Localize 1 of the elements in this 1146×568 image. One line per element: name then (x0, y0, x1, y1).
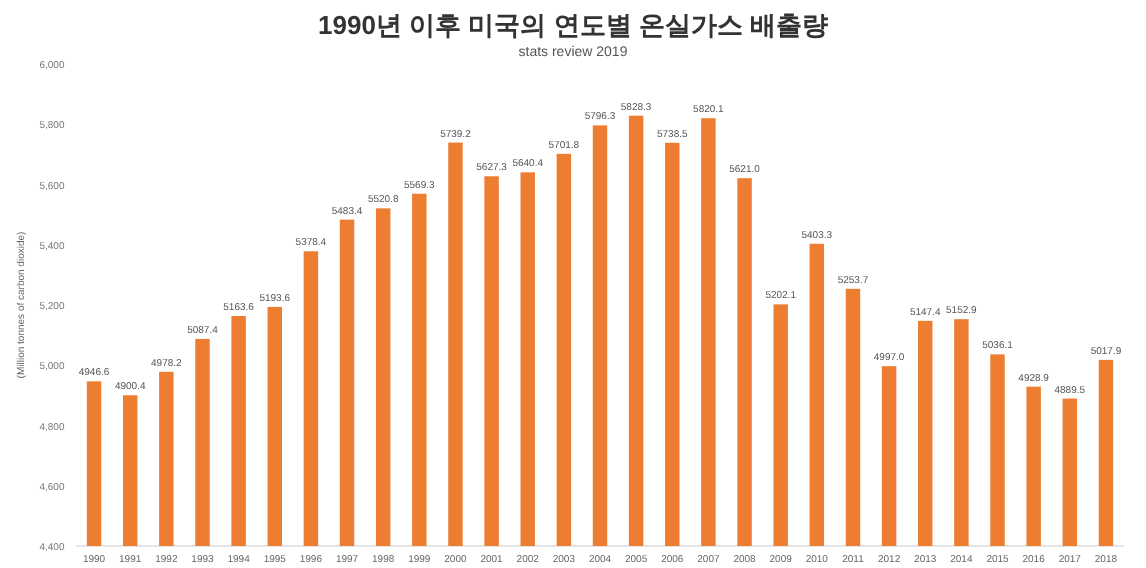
chart-title: 1990년 이후 미국의 연도별 온실가스 배출량 (318, 10, 828, 40)
